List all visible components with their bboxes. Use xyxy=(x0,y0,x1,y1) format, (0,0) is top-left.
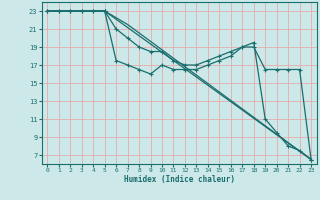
X-axis label: Humidex (Indice chaleur): Humidex (Indice chaleur) xyxy=(124,175,235,184)
